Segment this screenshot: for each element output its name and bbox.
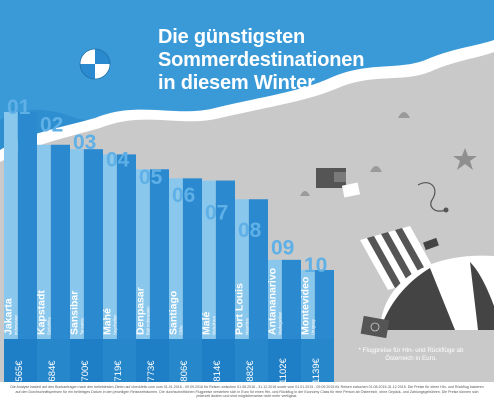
country-label: Tansania (80, 318, 85, 335)
bar-shade (116, 154, 136, 339)
bar-antananarivo (268, 259, 282, 339)
bar-shade (83, 149, 103, 339)
price-cell (268, 339, 301, 382)
price-cell (70, 339, 103, 382)
rank-number: 01 (7, 96, 31, 119)
country-label: Chile (179, 325, 184, 335)
rank-number: 02 (40, 114, 63, 137)
rank-number: 05 (139, 166, 163, 189)
bar-malé (202, 180, 216, 339)
passport-icon (360, 315, 390, 339)
bar-santiago (169, 178, 183, 339)
bar-shade (281, 259, 301, 339)
beach-ball-icon (79, 48, 111, 80)
rank-number: 03 (73, 131, 96, 154)
title-line-2: Sommerdestinationen (158, 49, 365, 71)
bar-sansibar (70, 149, 84, 339)
price-label: 1139€ (311, 357, 322, 383)
country-label: Uruguay (311, 318, 316, 335)
bar-shade (248, 199, 268, 339)
destination-label: Kapstadt (36, 290, 48, 335)
price-cell (37, 339, 70, 382)
bar-shade (149, 169, 169, 339)
phone-icon (423, 237, 439, 251)
destination-label: Port Louis (234, 283, 246, 335)
price-label: 773€ (146, 360, 157, 382)
price-labels-group: 565€ 684€ 700€ 719€ 773€ 806€ 814€ 882€ 1102€ 113… (14, 357, 322, 383)
price-label: 719€ (113, 360, 124, 382)
bar-shade (17, 112, 37, 339)
title-line-3: in diesem Winter (158, 72, 315, 94)
bar-montevideo (301, 270, 315, 339)
price-cell (4, 339, 37, 382)
price-cell (235, 339, 268, 382)
bars-group (4, 112, 334, 382)
price-label: 700€ (80, 360, 91, 382)
bar-shade (215, 180, 235, 339)
country-label: Bali Indonesien (146, 306, 151, 335)
bar-denpasar (136, 169, 150, 339)
price-label: 565€ (14, 360, 25, 382)
rank-number: 07 (205, 201, 228, 224)
destination-label: Santiago (168, 291, 180, 335)
starfish-icon (453, 148, 477, 170)
price-label: 1102€ (278, 357, 289, 383)
country-label: Indonesien (14, 314, 19, 335)
earphones-icon (417, 182, 449, 213)
rank-number: 10 (304, 254, 327, 277)
destination-label: Antananarivo (267, 268, 279, 335)
page-title: Die günstigsten Sommerdestinationen in d… (158, 26, 364, 95)
beach-umbrella (380, 255, 494, 330)
destination-label: Sansibar (69, 291, 81, 335)
country-label: Mauritius (245, 318, 250, 335)
rank-number: 09 (271, 236, 294, 259)
title-line-1: Die günstigsten (158, 26, 306, 48)
footnote-bar: Die Analyse basiert auf den Buchanfragen… (0, 382, 494, 406)
rank-numbers-group: 01 02 03 04 05 06 07 08 09 10 (7, 96, 327, 277)
footnote-text: Die Analyse basiert auf den Buchanfragen… (10, 385, 484, 399)
destination-label: Denpasar (135, 287, 147, 335)
price-cell (103, 339, 136, 382)
rank-number: 08 (238, 219, 262, 242)
country-label: Malediven (212, 315, 217, 335)
wallet-icon (316, 168, 361, 198)
country-label: Seychellen (113, 314, 118, 335)
price-cell (202, 339, 235, 382)
price-cell (136, 339, 169, 382)
destination-label: Mahé (102, 308, 114, 335)
price-label: 806€ (179, 360, 190, 382)
bar-port louis (235, 199, 249, 339)
country-label: Südafrika (47, 317, 52, 335)
bar-mahé (103, 154, 117, 339)
price-cell (301, 339, 334, 382)
price-cell (169, 339, 202, 382)
bar-shade (182, 178, 202, 339)
destination-label: Jakarta (3, 298, 15, 335)
price-label: 684€ (47, 360, 58, 382)
price-label: 882€ (245, 360, 256, 382)
destination-label: Montevideo (300, 277, 312, 335)
price-label: 814€ (212, 360, 223, 382)
bar-shade (50, 144, 70, 339)
bar-kapstadt (37, 144, 51, 339)
bar-jakarta (4, 112, 18, 339)
country-label: Madagaskar (278, 311, 283, 335)
destination-label: Malé (201, 311, 213, 335)
price-note: * Flugpreise für Hin- und Rückflüge ab Ö… (358, 347, 464, 362)
rank-number: 06 (172, 184, 195, 207)
bar-shade (314, 270, 334, 339)
rank-number: 04 (106, 149, 130, 172)
